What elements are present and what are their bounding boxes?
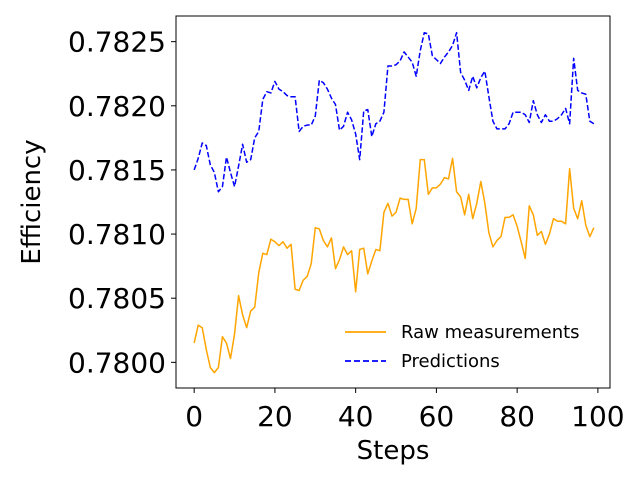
x-tick-label: 100 xyxy=(571,400,624,433)
y-axis-label: Efficiency xyxy=(17,139,47,264)
legend: Raw measurements Predictions xyxy=(345,322,580,372)
plot-area xyxy=(176,16,610,388)
legend-label: Predictions xyxy=(401,351,500,372)
legend-label: Raw measurements xyxy=(401,322,580,343)
x-tick-label: 40 xyxy=(338,400,374,433)
x-axis-label: Steps xyxy=(357,436,430,466)
plot-frame xyxy=(175,15,611,389)
ticks-layer: 0 20 40 60 80 100 0.7800 0.7805 0.7810 0.7815 0.78… xyxy=(68,26,625,433)
x-tick-label: 80 xyxy=(499,400,535,433)
x-tick-label: 0 xyxy=(185,400,203,433)
y-tick-label: 0.7815 xyxy=(68,154,166,187)
series-layer xyxy=(193,31,595,374)
y-tick-label: 0.7825 xyxy=(68,26,166,59)
series-line-raw-measurements xyxy=(193,157,595,374)
y-tick-label: 0.7805 xyxy=(68,282,166,315)
x-tick-label: 20 xyxy=(257,400,293,433)
x-tick-label: 60 xyxy=(419,400,455,433)
y-tick-label: 0.7810 xyxy=(68,218,166,251)
y-tick-label: 0.7800 xyxy=(68,346,166,379)
y-tick-label: 0.7820 xyxy=(68,90,166,123)
